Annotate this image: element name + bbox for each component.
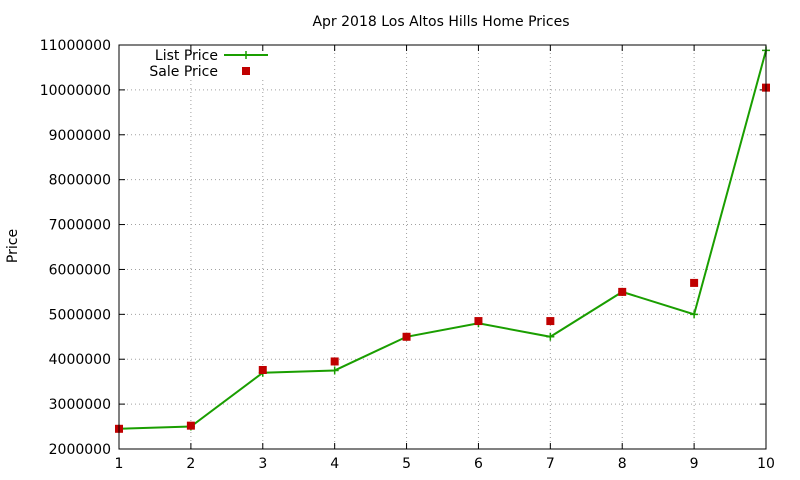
x-tick-label: 10	[757, 456, 775, 472]
y-axis-label: Price	[5, 229, 21, 263]
x-tick-label: 3	[258, 456, 267, 472]
axis-ticks: 2000000 3000000 4000000 5000000 6000000 70000…	[40, 38, 775, 472]
legend-label: List Price	[155, 48, 218, 64]
chart-title: Apr 2018 Los Altos Hills Home Prices	[312, 14, 569, 30]
list-price-point	[690, 310, 699, 319]
y-tick-label: 9000000	[49, 128, 111, 144]
x-tick-label: 1	[115, 456, 124, 472]
list-price-line	[118, 50, 767, 430]
x-tick-label: 4	[330, 456, 339, 472]
list-price-point	[546, 332, 555, 341]
x-tick-label: 7	[546, 456, 555, 472]
x-tick-label: 2	[186, 456, 195, 472]
y-tick-label: 3000000	[49, 397, 111, 413]
x-tick-label: 9	[690, 456, 699, 472]
y-tick-label: 8000000	[49, 173, 111, 189]
sale-price-point	[546, 317, 555, 326]
plot-frame	[118, 44, 767, 450]
y-tick-label: 2000000	[49, 442, 111, 458]
grid-lines	[119, 45, 766, 449]
y-tick-label: 6000000	[49, 262, 111, 278]
legend-swatch-marker	[242, 67, 250, 75]
sale-price-point	[474, 317, 483, 326]
y-tick-label: 5000000	[49, 307, 111, 323]
y-tick-label: 7000000	[49, 218, 111, 234]
y-tick-label: 11000000	[40, 38, 111, 54]
sale-price-point	[690, 278, 699, 287]
sale-price-point	[186, 421, 195, 430]
sale-price-point	[402, 332, 411, 341]
y-tick-label: 10000000	[40, 83, 111, 99]
series-layer	[115, 46, 770, 433]
list-price-point	[330, 366, 339, 375]
legend-swatch-marker	[242, 51, 250, 59]
sale-price-point	[330, 357, 339, 366]
sale-price-point	[618, 287, 627, 296]
legend-label: Sale Price	[149, 64, 218, 80]
x-tick-label: 6	[474, 456, 483, 472]
x-tick-label: 5	[402, 456, 411, 472]
y-tick-label: 4000000	[49, 352, 111, 368]
sale-price-point	[258, 365, 267, 374]
x-tick-label: 8	[618, 456, 627, 472]
